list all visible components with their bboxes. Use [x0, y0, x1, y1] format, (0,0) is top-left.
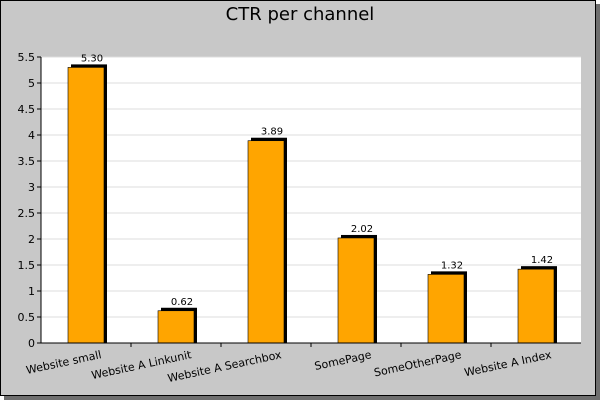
bars	[67, 64, 557, 344]
y-tick-label: 4.5	[18, 103, 36, 116]
data-label: 1.32	[441, 260, 463, 271]
bar	[247, 140, 285, 344]
bar	[157, 310, 195, 344]
y-tick-label: 5.5	[18, 51, 36, 64]
data-label: 3.89	[261, 127, 283, 138]
x-tick-label: Website A Index	[463, 348, 553, 379]
data-label: 1.42	[531, 255, 553, 266]
y-tick-label: 5	[28, 77, 35, 90]
y-axis-ticks: 0 0.5 1 1.5 2 2.5 3 3.5 4 4.5 5 5.5	[18, 51, 41, 350]
grid-lines	[41, 56, 581, 318]
data-labels: 5.30 0.62 3.89 2.02 1.32 1.42	[81, 53, 553, 307]
y-tick-label: 0.5	[18, 311, 36, 324]
bar	[67, 67, 105, 344]
data-label: 2.02	[351, 224, 373, 235]
chart-title: CTR per channel	[226, 4, 375, 25]
bar	[427, 274, 465, 344]
y-tick-label: 1.5	[18, 259, 36, 272]
y-tick-label: 0	[28, 337, 35, 350]
y-tick-label: 1	[28, 285, 35, 298]
y-tick-label: 4	[28, 129, 35, 142]
plot-area	[41, 57, 581, 343]
x-tick-label: SomeOtherPage	[373, 348, 463, 379]
y-tick-label: 2	[28, 233, 35, 246]
data-label: 0.62	[171, 297, 193, 308]
bar	[517, 268, 555, 344]
y-tick-label: 2.5	[18, 207, 36, 220]
data-label: 5.30	[81, 53, 103, 64]
bar	[337, 237, 375, 344]
y-tick-label: 3	[28, 181, 35, 194]
x-tick-label: SomePage	[313, 348, 372, 373]
y-tick-label: 3.5	[18, 155, 36, 168]
